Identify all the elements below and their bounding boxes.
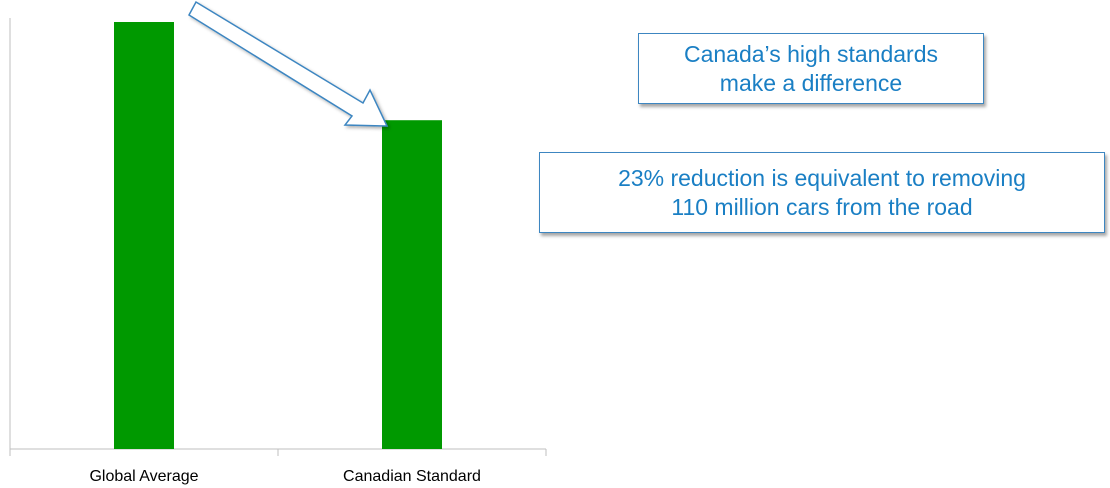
reduction-callout-line-2: 110 million cars from the road bbox=[671, 193, 973, 220]
x-tick-label: Canadian Standard bbox=[343, 468, 481, 485]
standards-callout: Canada’s high standards make a differenc… bbox=[638, 33, 984, 104]
bar-canadian-standard bbox=[382, 120, 442, 450]
standards-callout-line-1: Canada’s high standards bbox=[683, 40, 939, 67]
bar-global-average bbox=[114, 22, 174, 449]
reduction-arrow bbox=[188, 0, 389, 127]
standards-callout-line-2: make a difference bbox=[719, 69, 903, 96]
x-tick-label: Global Average bbox=[89, 468, 198, 485]
reduction-callout: 23% reduction is equivalent to removing … bbox=[539, 152, 1105, 233]
reduction-callout-line-1: 23% reduction is equivalent to removing bbox=[618, 164, 1026, 191]
